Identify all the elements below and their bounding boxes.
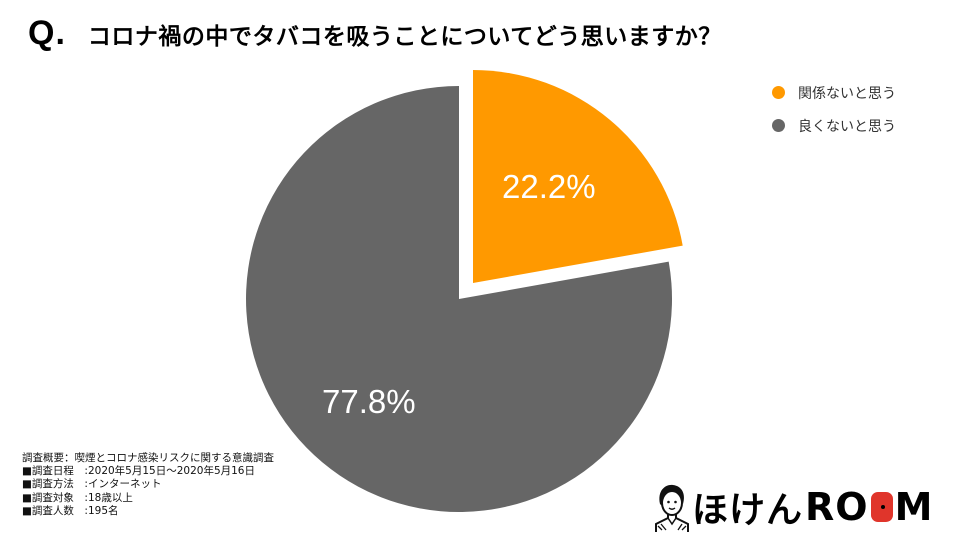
legend-dot-orange-icon: [772, 86, 785, 99]
logo-kana: ほけん: [692, 490, 804, 531]
survey-notes: 調査概要：喫煙とコロナ感染リスクに関する意識調査 ■調査日程 :2020年5月1…: [22, 452, 274, 518]
logo-room-prefix: RO: [805, 485, 869, 529]
survey-dates: ■調査日程 :2020年5月15日～2020年5月16日: [22, 465, 255, 478]
legend-dot-gray-icon: [772, 119, 785, 132]
survey-target: ■調査対象 :18歳以上: [22, 491, 133, 504]
pie-slice-not-related: [473, 70, 683, 283]
logo-room-suffix: M: [894, 485, 934, 529]
legend-label: 関係ないと思う: [798, 85, 896, 102]
chart-title: Q. コロナ禍の中でタバコを吸うことについてどう思いますか？: [28, 14, 722, 53]
survey-count: ■調査人数 :195名: [22, 504, 119, 517]
slice-label-not-related: 22.2%: [502, 168, 596, 205]
legend-item-not-good: 良くないと思う: [772, 109, 896, 142]
slice-label-not-good: 77.8%: [322, 383, 416, 420]
person-avatar-icon: [655, 484, 689, 532]
pie-slice-not-good: [246, 86, 673, 513]
survey-summary: 調査概要：喫煙とコロナ感染リスクに関する意識調査: [22, 452, 274, 464]
legend-item-not-related: 関係ないと思う: [772, 76, 896, 109]
chart-legend: 関係ないと思う 良くないと思う: [772, 76, 896, 142]
survey-method: ■調査方法 :インターネット: [22, 478, 162, 491]
logo-wordmark: ほけん RO M: [692, 481, 933, 533]
question-text: コロナ禍の中でタバコを吸うことについてどう思いますか？: [87, 24, 722, 50]
legend-label: 良くないと思う: [798, 118, 896, 135]
question-prefix: Q.: [28, 14, 66, 52]
hoken-room-logo: ほけん RO M: [652, 481, 933, 533]
door-icon: [870, 492, 893, 522]
logo-room: RO M: [805, 485, 933, 529]
